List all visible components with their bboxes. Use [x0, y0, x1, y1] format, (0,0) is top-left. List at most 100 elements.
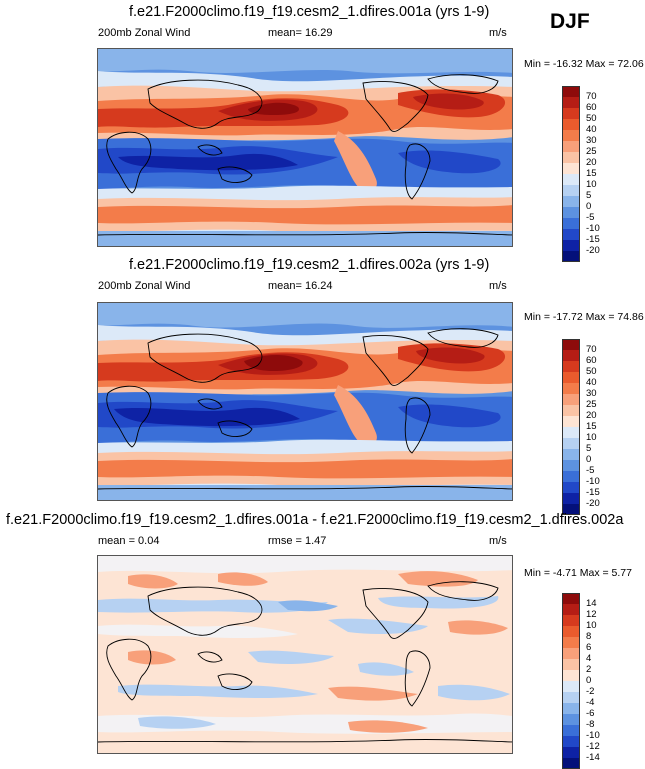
panel-3-colorbar-tick-label: 2	[586, 664, 592, 675]
panel-1-colorbar-segment	[562, 108, 580, 119]
panel-1-colorbar-segment	[562, 86, 580, 97]
panel-3-colorbar-segment	[562, 604, 580, 615]
panel-1-colorbar-tick-label: 10	[586, 179, 597, 190]
panel-3-colorbar-segment	[562, 615, 580, 626]
panel-2-colorbar-tick-label: 10	[586, 432, 597, 443]
panel-2-colorbar-tick-label: 25	[586, 399, 597, 410]
panel-3-colorbar-segment	[562, 725, 580, 736]
panel-3-colorbar-tick-label: 14	[586, 598, 597, 609]
panel-3-colorbar: 14 12 10 8 6 4 2 0 -2 -4 -6 -8 -10 -12 -14	[562, 593, 600, 769]
panel-1-colorbar-tick-label: 60	[586, 102, 597, 113]
panel-2-colorbar-tick-label: 5	[586, 443, 592, 454]
panel-1-colorbar-segment	[562, 218, 580, 229]
panel-2-colorbar-segment	[562, 350, 580, 361]
panel-1-colorbar-tick-label: -20	[586, 245, 600, 256]
panel-2-colorbar-segment	[562, 405, 580, 416]
panel-2-colorbar-segment	[562, 394, 580, 405]
panel-1-colorbar-tick-label: -10	[586, 223, 600, 234]
panel-3-colorbar-segment	[562, 659, 580, 670]
panel-1-colorbar-tick-label: 50	[586, 113, 597, 124]
panel-2-map	[97, 302, 513, 501]
panel-2-colorbar-tick-label: 40	[586, 377, 597, 388]
panel-3-colorbar-tick-label: 4	[586, 653, 592, 664]
panel-2-colorbar-tick-label: 50	[586, 366, 597, 377]
season-label: DJF	[550, 10, 590, 33]
panel-3-colorbar-tick-label: 10	[586, 620, 597, 631]
panel-1-colorbar-tick-label: 70	[586, 91, 597, 102]
panel-3-contour-field	[98, 556, 512, 753]
panel-3-colorbar-segment	[562, 692, 580, 703]
panel-2-colorbar-segment	[562, 427, 580, 438]
panel-1-map	[97, 48, 513, 247]
panel-1-colorbar: 70 60 50 40 30 25 20 15 10 5 0 -5 -10 -15 -20	[562, 86, 600, 262]
panel-3-colorbar-segment	[562, 747, 580, 758]
panel-2-colorbar-tick-label: 30	[586, 388, 597, 399]
panel-2-colorbar-segment	[562, 460, 580, 471]
panel-2-units: m/s	[489, 280, 507, 292]
panel-3-colorbar-tick-label: 12	[586, 609, 597, 620]
panel-1-colorbar-tick-label: 20	[586, 157, 597, 168]
panel-1-colorbar-segment	[562, 141, 580, 152]
panel-3-colorbar-tick-label: -10	[586, 730, 600, 741]
panel-1-colorbar-tick-label: -5	[586, 212, 595, 223]
panel-3-mean-label: mean = 0.04	[98, 535, 160, 547]
panel-2-title: f.e21.F2000climo.f19_f19.cesm2_1.dfires.…	[129, 257, 490, 273]
panel-3-colorbar-tick-label: -12	[586, 741, 600, 752]
panel-3-colorbar-segment	[562, 736, 580, 747]
panel-1-units: m/s	[489, 27, 507, 39]
panel-2-colorbar-tick-label: 70	[586, 344, 597, 355]
panel-1-colorbar-segment	[562, 163, 580, 174]
panel-1-colorbar-segment	[562, 240, 580, 251]
panel-2-colorbar-tick-label: 60	[586, 355, 597, 366]
panel-1-colorbar-tick-label: 0	[586, 201, 592, 212]
panel-3-colorbar-tick-label: -4	[586, 697, 595, 708]
panel-3-units: m/s	[489, 535, 507, 547]
panel-2-colorbar-tick-label: -20	[586, 498, 600, 509]
panel-1-colorbar-segment	[562, 229, 580, 240]
panel-2-colorbar: 70 60 50 40 30 25 20 15 10 5 0 -5 -10 -15 -20	[562, 339, 600, 515]
panel-2-colorbar-segment	[562, 361, 580, 372]
panel-2-colorbar-segment	[562, 416, 580, 427]
panel-2-colorbar-segment	[562, 383, 580, 394]
panel-2-contour-field	[98, 303, 512, 500]
panel-1-colorbar-tick-label: 30	[586, 135, 597, 146]
panel-1-colorbar-tick-label: 15	[586, 168, 597, 179]
panel-3-colorbar-tick-label: -6	[586, 708, 595, 719]
panel-1-colorbar-segment	[562, 97, 580, 108]
panel-3-minmax: Min = -4.71 Max = 5.77	[524, 567, 632, 579]
panel-1-colorbar-tick-label: 5	[586, 190, 592, 201]
panel-3-colorbar-segment	[562, 703, 580, 714]
panel-3-colorbar-tick-label: 0	[586, 675, 592, 686]
panel-1-contour-field	[98, 49, 512, 246]
panel-3-colorbar-tick-label: -8	[586, 719, 595, 730]
panel-2-variable-label: 200mb Zonal Wind	[98, 280, 191, 292]
panel-2-colorbar-segment	[562, 482, 580, 493]
panel-1-colorbar-segment	[562, 152, 580, 163]
panel-3-colorbar-segment	[562, 758, 580, 769]
panel-3-colorbar-segment	[562, 714, 580, 725]
panel-1-minmax: Min = -16.32 Max = 72.06	[524, 58, 644, 70]
panel-3-rmse-label: rmse = 1.47	[268, 535, 327, 547]
panel-3-colorbar-segment	[562, 637, 580, 648]
panel-2-colorbar-tick-label: -15	[586, 487, 600, 498]
panel-1-colorbar-segment	[562, 207, 580, 218]
panel-3-title: f.e21.F2000climo.f19_f19.cesm2_1.dfires.…	[6, 512, 624, 528]
panel-2-colorbar-segment	[562, 339, 580, 350]
panel-3-colorbar-segment	[562, 593, 580, 604]
panel-3-colorbar-segment	[562, 681, 580, 692]
panel-1-colorbar-tick-label: -15	[586, 234, 600, 245]
panel-1-variable-label: 200mb Zonal Wind	[98, 27, 191, 39]
panel-1-title: f.e21.F2000climo.f19_f19.cesm2_1.dfires.…	[129, 4, 490, 20]
panel-1-colorbar-segment	[562, 174, 580, 185]
panel-1-colorbar-segment	[562, 119, 580, 130]
panel-2-colorbar-segment	[562, 504, 580, 515]
panel-3-colorbar-tick-label: 8	[586, 631, 592, 642]
panel-2-colorbar-tick-label: 15	[586, 421, 597, 432]
panel-2-mean-label: mean= 16.24	[268, 280, 333, 292]
panel-3-colorbar-tick-label: 6	[586, 642, 592, 653]
panel-1-colorbar-segment	[562, 251, 580, 262]
panel-1-colorbar-segment	[562, 130, 580, 141]
panel-1-colorbar-tick-label: 25	[586, 146, 597, 157]
panel-3-colorbar-segment	[562, 648, 580, 659]
panel-3-colorbar-tick-label: -14	[586, 752, 600, 763]
